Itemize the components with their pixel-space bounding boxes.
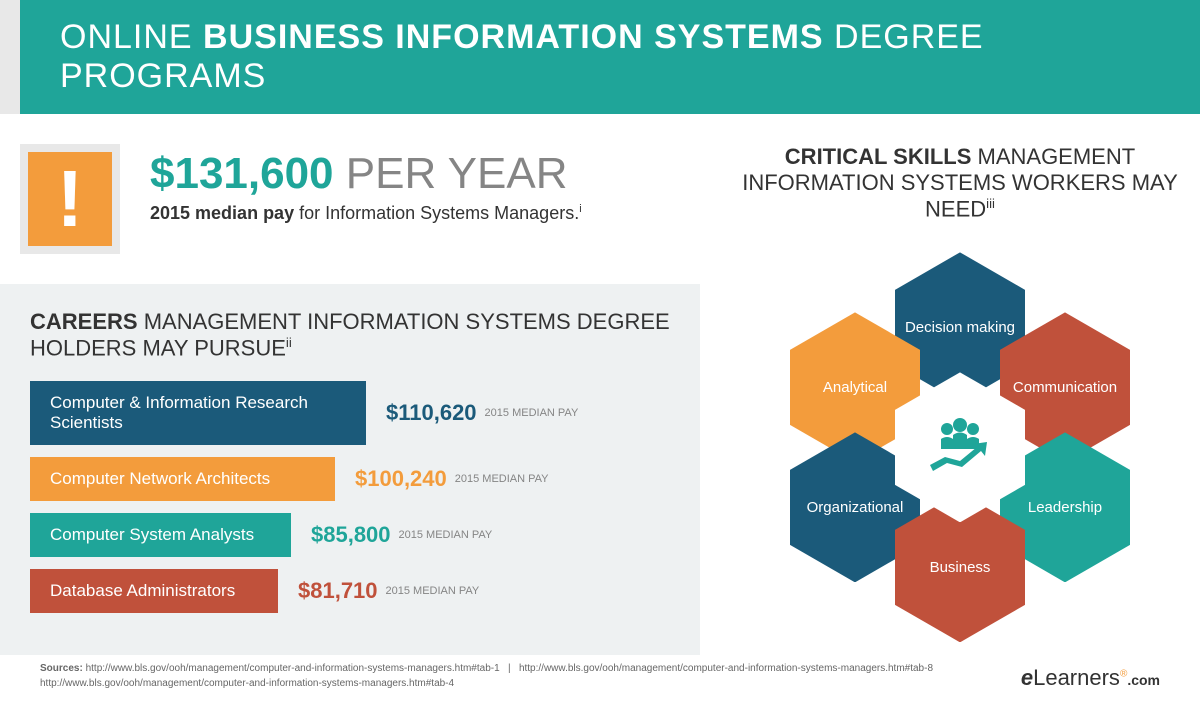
logo-text: Learners — [1033, 665, 1120, 690]
career-bar: Database Administrators — [30, 569, 278, 613]
elearners-logo: eLearners®.com — [1021, 665, 1160, 691]
careers-title: CAREERS MANAGEMENT INFORMATION SYSTEMS D… — [30, 309, 670, 361]
career-pay: $110,620 — [386, 400, 477, 426]
salary-sub-bold: 2015 median pay — [150, 203, 294, 223]
career-pay: $85,800 — [311, 522, 391, 548]
skills-title: CRITICAL SKILLS MANAGEMENT INFORMATION S… — [740, 144, 1180, 222]
exclaim-icon: ! — [20, 144, 120, 254]
footer: Sources: http://www.bls.gov/ooh/manageme… — [40, 661, 1160, 691]
page-header: ONLINE BUSINESS INFORMATION SYSTEMS DEGR… — [0, 0, 1200, 114]
career-bar: Computer Network Architects — [30, 457, 335, 501]
career-bar: Computer & Information Research Scientis… — [30, 381, 366, 445]
careers-panel: CAREERS MANAGEMENT INFORMATION SYSTEMS D… — [0, 284, 700, 655]
source-2: http://www.bls.gov/ooh/management/comput… — [519, 663, 933, 674]
page-title: ONLINE BUSINESS INFORMATION SYSTEMS DEGR… — [60, 18, 1160, 96]
career-row: Computer & Information Research Scientis… — [30, 381, 670, 445]
careers-title-bold: CAREERS — [30, 309, 138, 334]
source-1: http://www.bls.gov/ooh/management/comput… — [86, 663, 500, 674]
career-bar: Computer System Analysts — [30, 513, 291, 557]
title-pre: ONLINE — [60, 18, 203, 56]
logo-e: e — [1021, 665, 1033, 690]
salary-citation: i — [579, 203, 581, 215]
career-pay-note: 2015 MEDIAN PAY — [399, 529, 493, 541]
sources-block: Sources: http://www.bls.gov/ooh/manageme… — [40, 661, 933, 691]
salary-amount-line: $131,600 PER YEAR — [150, 149, 582, 199]
career-pay-note: 2015 MEDIAN PAY — [455, 473, 549, 485]
career-pay-note: 2015 MEDIAN PAY — [386, 585, 480, 597]
main-content: ! $131,600 PER YEAR 2015 median pay for … — [0, 114, 1200, 662]
career-row: Computer Network Architects $100,240 2015 … — [30, 457, 670, 501]
sources-label: Sources: — [40, 663, 83, 674]
career-row: Computer System Analysts $85,800 2015 MEDI… — [30, 513, 670, 557]
career-pay: $81,710 — [298, 578, 378, 604]
salary-amount: $131,600 — [150, 149, 334, 198]
salary-highlight: ! $131,600 PER YEAR 2015 median pay for … — [40, 144, 720, 254]
salary-subtitle: 2015 median pay for Information Systems … — [150, 203, 582, 224]
careers-citation: ii — [286, 335, 292, 350]
left-column: ! $131,600 PER YEAR 2015 median pay for … — [0, 114, 720, 662]
skills-citation: iii — [986, 196, 995, 211]
skills-title-bold: CRITICAL SKILLS — [785, 144, 972, 169]
title-bold: BUSINESS INFORMATION SYSTEMS — [203, 18, 824, 56]
people-arrow-icon — [925, 417, 995, 477]
salary-period: PER YEAR — [334, 149, 568, 198]
right-column: CRITICAL SKILLS MANAGEMENT INFORMATION S… — [720, 114, 1200, 662]
salary-info: $131,600 PER YEAR 2015 median pay for In… — [150, 144, 582, 224]
career-row: Database Administrators $81,710 2015 MEDIA… — [30, 569, 670, 613]
skills-hex-grid: Decision makingAnalyticalCommunicationOr… — [750, 242, 1170, 662]
careers-chart: Computer & Information Research Scientis… — [30, 381, 670, 613]
career-pay-note: 2015 MEDIAN PAY — [485, 407, 579, 419]
logo-dotcom: .com — [1127, 672, 1160, 688]
source-3: http://www.bls.gov/ooh/management/comput… — [40, 678, 454, 689]
salary-sub-rest: for Information Systems Managers. — [294, 203, 579, 223]
career-pay: $100,240 — [355, 466, 447, 492]
